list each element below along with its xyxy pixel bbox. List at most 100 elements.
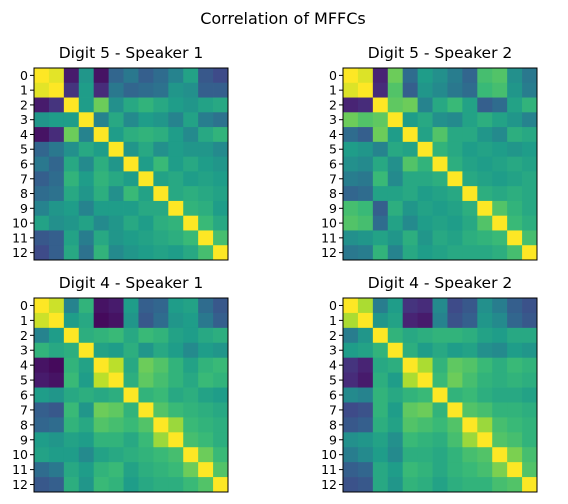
panel-title: Digit 5 - Speaker 1 — [59, 44, 204, 62]
heatmap-cell — [462, 327, 478, 344]
heatmap-cell — [343, 342, 359, 359]
heatmap-cell — [417, 447, 433, 463]
heatmap-cell — [432, 245, 448, 261]
y-tick-label: 3 — [20, 112, 28, 127]
heatmap-cell — [213, 68, 229, 84]
heatmap-cell — [343, 462, 359, 478]
heatmap-cell — [387, 97, 404, 113]
heatmap-cell — [138, 327, 154, 344]
heatmap-cell — [63, 82, 80, 98]
heatmap-cell — [168, 477, 184, 493]
heatmap-cell — [477, 156, 493, 172]
heatmap-cell — [507, 215, 523, 231]
heatmap-cell — [63, 186, 80, 202]
y-tick-label: 4 — [329, 127, 337, 142]
y-tick-label: 5 — [329, 142, 337, 157]
y-tick-label: 10 — [321, 216, 337, 231]
heatmap-cell — [213, 112, 229, 128]
heatmap-cell — [34, 312, 50, 329]
heatmap-cell — [372, 171, 389, 187]
heatmap-cell — [372, 342, 389, 359]
heatmap-cell — [123, 215, 139, 231]
heatmap-cell — [213, 477, 229, 493]
heatmap-cell — [432, 417, 448, 433]
heatmap-cell — [357, 112, 374, 128]
heatmap-cell — [492, 200, 508, 217]
heatmap-cell — [108, 230, 124, 246]
heatmap-cell — [417, 215, 433, 231]
heatmap-cell — [417, 417, 433, 433]
heatmap-cell — [492, 171, 508, 187]
heatmap-cell — [123, 312, 139, 329]
heatmap-cell — [48, 141, 65, 158]
heatmap-cell — [477, 312, 493, 329]
heatmap-cell — [108, 312, 124, 329]
heatmap-cell — [343, 402, 359, 418]
heatmap-cell — [48, 97, 65, 113]
heatmap-cell — [138, 171, 154, 187]
heatmap-cell — [63, 357, 80, 374]
heatmap-cell — [522, 327, 538, 344]
y-tick-label: 11 — [321, 230, 337, 245]
heatmap-cell — [462, 387, 478, 403]
heatmap-cell — [462, 200, 478, 217]
heatmap-cell — [198, 245, 214, 261]
heatmap-cell — [417, 112, 433, 128]
heatmap-cell — [198, 462, 214, 478]
heatmap-cell — [108, 357, 124, 374]
heatmap-cell — [123, 68, 139, 84]
heatmap-cell — [477, 171, 493, 187]
heatmap-cell — [48, 200, 65, 217]
heatmap-cell — [213, 156, 229, 172]
heatmap-cell — [78, 312, 95, 329]
heatmap-cell — [387, 245, 404, 261]
heatmap-cell — [447, 298, 463, 314]
y-tick-label: 10 — [321, 447, 337, 462]
heatmap-cell — [387, 82, 404, 98]
heatmap-cell — [402, 298, 419, 314]
heatmap-cell — [447, 432, 463, 448]
heatmap-cell — [522, 312, 538, 329]
heatmap-cell — [198, 230, 214, 246]
heatmap-cell — [417, 357, 433, 374]
heatmap-cell — [432, 97, 448, 113]
heatmap-cell — [477, 327, 493, 344]
heatmap-cell — [78, 127, 95, 143]
heatmap-cell — [108, 342, 124, 359]
heatmap-cell — [492, 298, 508, 314]
heatmap-cell — [213, 402, 229, 418]
heatmap-cell — [34, 156, 50, 172]
heatmap-cell — [213, 432, 229, 448]
y-tick-label: 9 — [329, 432, 337, 447]
heatmap-cell — [477, 112, 493, 128]
heatmap-cell — [108, 402, 124, 418]
heatmap-cell — [153, 82, 169, 98]
heatmap-cell — [183, 200, 199, 217]
heatmap-cell — [153, 112, 169, 128]
heatmap-cell — [462, 357, 478, 374]
heatmap-cell — [123, 402, 139, 418]
y-tick-label: 0 — [20, 298, 28, 313]
heatmap-cell — [357, 327, 374, 344]
heatmap-cell — [462, 112, 478, 128]
heatmap-cell — [168, 97, 184, 113]
y-tick-label: 1 — [329, 313, 337, 328]
heatmap-cell — [153, 387, 169, 403]
heatmap-cell — [213, 298, 229, 314]
heatmap-cell — [507, 171, 523, 187]
heatmap-cell — [343, 387, 359, 403]
heatmap-cell — [387, 402, 404, 418]
heatmap-cell — [477, 230, 493, 246]
heatmap-cell — [63, 372, 80, 388]
y-tick-label: 3 — [20, 343, 28, 358]
heatmap-cell — [183, 312, 199, 329]
heatmap-cell — [78, 82, 95, 98]
heatmap-cell — [108, 171, 124, 187]
heatmap-cell — [402, 97, 419, 113]
heatmap-cell — [123, 186, 139, 202]
heatmap-cell — [372, 327, 389, 344]
heatmap-cell — [507, 342, 523, 359]
heatmap-cell — [48, 82, 65, 98]
